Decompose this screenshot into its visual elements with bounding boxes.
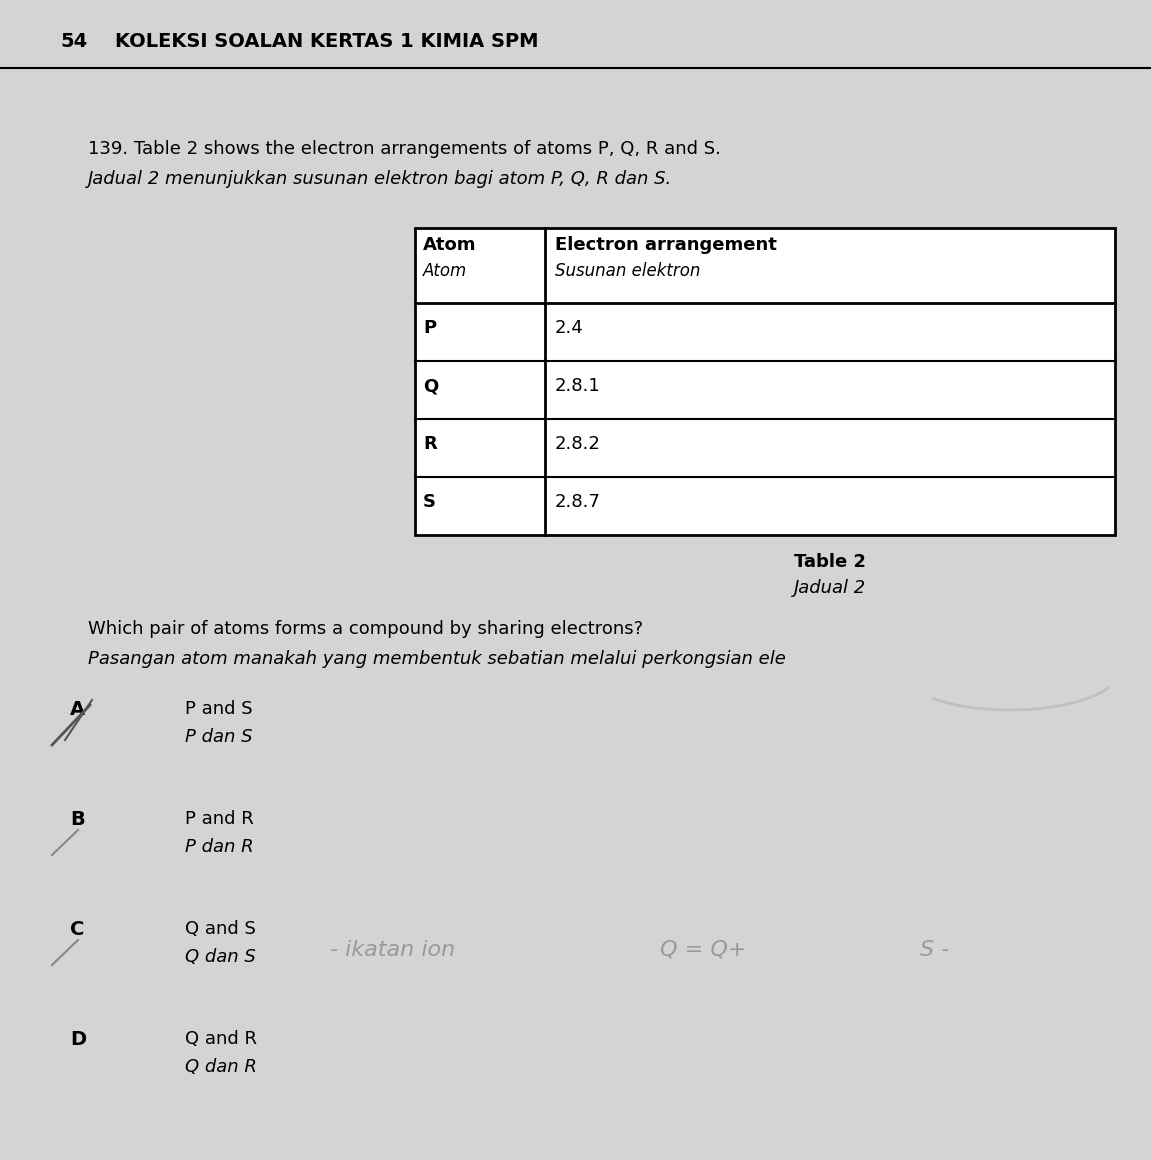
Text: Susunan elektron: Susunan elektron <box>555 262 700 280</box>
Text: A: A <box>70 699 85 719</box>
Text: C: C <box>70 920 84 938</box>
Bar <box>416 229 1115 535</box>
Text: Jadual 2 menunjukkan susunan elektron bagi atom P, Q, R dan S.: Jadual 2 menunjukkan susunan elektron ba… <box>87 171 672 188</box>
Text: D: D <box>70 1030 86 1049</box>
Text: - ikatan ion: - ikatan ion <box>330 940 456 960</box>
Text: P dan S: P dan S <box>185 728 252 746</box>
Text: 2.4: 2.4 <box>555 319 584 338</box>
Text: Q = Q+: Q = Q+ <box>660 940 747 960</box>
Text: Table 2: Table 2 <box>794 553 866 571</box>
Text: 139. Table 2 shows the electron arrangements of atoms P, Q, R and S.: 139. Table 2 shows the electron arrangem… <box>87 140 721 158</box>
Text: Q and R: Q and R <box>185 1030 257 1047</box>
Text: S: S <box>424 493 436 512</box>
Text: Q and S: Q and S <box>185 920 256 938</box>
Text: P and R: P and R <box>185 810 253 828</box>
Text: 2.8.7: 2.8.7 <box>555 493 601 512</box>
Text: Pasangan atom manakah yang membentuk sebatian melalui perkongsian ele: Pasangan atom manakah yang membentuk seb… <box>87 650 786 668</box>
Text: Which pair of atoms forms a compound by sharing electrons?: Which pair of atoms forms a compound by … <box>87 619 643 638</box>
Text: 54: 54 <box>60 32 87 51</box>
Text: Jadual 2: Jadual 2 <box>794 579 866 597</box>
Text: P: P <box>424 319 436 338</box>
Text: R: R <box>424 435 436 454</box>
Text: Q: Q <box>424 377 439 396</box>
Text: 2.8.2: 2.8.2 <box>555 435 601 454</box>
Text: P dan R: P dan R <box>185 838 253 856</box>
Text: S -: S - <box>920 940 950 960</box>
Text: Atom: Atom <box>424 262 467 280</box>
Text: Q dan S: Q dan S <box>185 948 256 966</box>
Text: B: B <box>70 810 85 829</box>
Text: KOLEKSI SOALAN KERTAS 1 KIMIA SPM: KOLEKSI SOALAN KERTAS 1 KIMIA SPM <box>115 32 539 51</box>
Text: Q dan R: Q dan R <box>185 1058 257 1076</box>
Text: Electron arrangement: Electron arrangement <box>555 235 777 254</box>
Text: P and S: P and S <box>185 699 252 718</box>
Text: Atom: Atom <box>424 235 477 254</box>
Text: 2.8.1: 2.8.1 <box>555 377 601 396</box>
